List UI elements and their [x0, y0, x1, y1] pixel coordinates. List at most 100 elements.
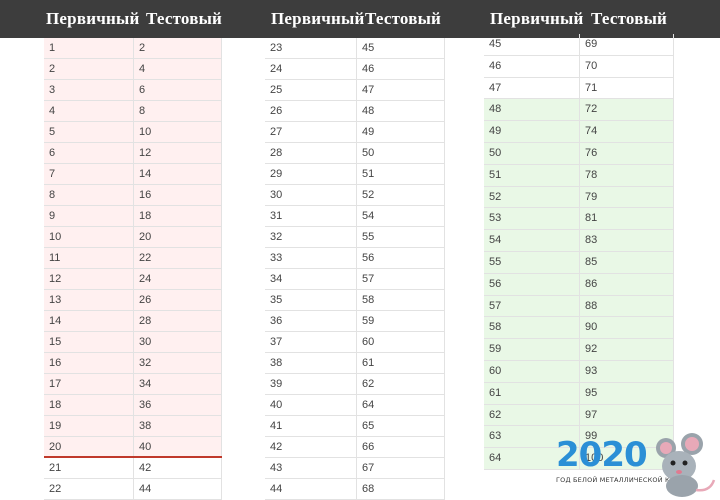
primary-score-cell: 42 — [265, 437, 357, 457]
test-score-cell: 58 — [357, 290, 445, 310]
table-row: 60 93 — [484, 360, 674, 383]
test-score-cell: 14 — [134, 164, 222, 184]
test-score-cell: 51 — [357, 164, 445, 184]
table-row: 7 14 — [44, 164, 222, 185]
primary-score-cell: 64 — [484, 448, 580, 469]
table-row: 23 45 — [265, 38, 445, 59]
test-score-cell: 6 — [134, 80, 222, 100]
primary-score-cell: 28 — [265, 143, 357, 163]
table-row: 22 44 — [44, 479, 222, 500]
primary-score-cell: 44 — [265, 479, 357, 499]
primary-score-cell: 54 — [484, 230, 580, 251]
test-score-cell: 67 — [357, 458, 445, 478]
primary-score-cell: 23 — [265, 38, 357, 58]
test-score-cell: 79 — [580, 186, 674, 208]
primary-score-cell: 11 — [44, 248, 134, 268]
test-score-cell: 97 — [580, 404, 674, 426]
table-row: 21 42 — [44, 458, 222, 479]
primary-score-cell: 32 — [265, 227, 357, 247]
score-table-3: 45 69 46 70 47 71 48 72 49 74 50 76 51 78 52 79 53 81 54 83… — [484, 34, 674, 470]
table-row: 40 64 — [265, 395, 445, 416]
table-row: 52 79 — [484, 186, 674, 209]
table-row: 13 26 — [44, 290, 222, 311]
table-row: 18 36 — [44, 395, 222, 416]
test-score-cell: 81 — [580, 208, 674, 230]
primary-score-cell: 13 — [44, 290, 134, 310]
test-score-cell: 30 — [134, 332, 222, 352]
test-score-cell: 16 — [134, 185, 222, 205]
primary-score-cell: 2 — [44, 59, 134, 79]
table-row: 46 70 — [484, 55, 674, 78]
primary-score-cell: 59 — [484, 339, 580, 360]
table-row: 5 10 — [44, 122, 222, 143]
primary-score-cell: 63 — [484, 426, 580, 448]
primary-score-cell: 60 — [484, 360, 580, 382]
test-score-cell: 86 — [580, 273, 674, 295]
table-row: 11 22 — [44, 248, 222, 269]
primary-score-cell: 38 — [265, 353, 357, 373]
primary-score-cell: 39 — [265, 374, 357, 394]
table-row: 56 86 — [484, 273, 674, 296]
primary-score-cell: 1 — [44, 38, 134, 58]
table-row: 44 68 — [265, 479, 445, 500]
test-score-cell: 50 — [357, 143, 445, 163]
test-score-cell: 42 — [134, 458, 222, 478]
test-score-cell: 54 — [357, 206, 445, 226]
test-score-cell: 71 — [580, 77, 674, 99]
primary-score-cell: 57 — [484, 295, 580, 317]
primary-score-cell: 52 — [484, 186, 580, 208]
header-primary-3: Первичный — [490, 9, 584, 28]
table-row: 49 74 — [484, 121, 674, 143]
year-logo: 2020 ГОД БЕЛОЙ МЕТАЛЛИЧЕСКОЙ КРЫСЫ — [552, 432, 720, 500]
primary-score-cell: 43 — [265, 458, 357, 478]
primary-score-cell: 29 — [265, 164, 357, 184]
table-row: 41 65 — [265, 416, 445, 437]
test-score-cell: 38 — [134, 416, 222, 436]
score-table-1: 1 2 2 4 3 6 4 8 5 10 6 12 7 14 8 16 9 18 10 20 11 22 12 24 13 26 1… — [44, 38, 222, 500]
primary-score-cell: 26 — [265, 101, 357, 121]
table-row: 15 30 — [44, 332, 222, 353]
primary-score-cell: 19 — [44, 416, 134, 436]
primary-score-cell: 40 — [265, 395, 357, 415]
table-row: 35 58 — [265, 290, 445, 311]
test-score-cell: 22 — [134, 248, 222, 268]
table-row: 42 66 — [265, 437, 445, 458]
table-row: 26 48 — [265, 101, 445, 122]
table-row: 38 61 — [265, 353, 445, 374]
mouse-icon — [656, 433, 716, 497]
table-row: 48 72 — [484, 99, 674, 122]
primary-score-cell: 21 — [44, 458, 134, 478]
primary-score-cell: 49 — [484, 121, 580, 142]
primary-score-cell: 9 — [44, 206, 134, 226]
primary-score-cell: 3 — [44, 80, 134, 100]
test-score-cell: 55 — [357, 227, 445, 247]
header-test-2: Тестовый — [365, 9, 442, 28]
header-test-1: Тестовый — [146, 9, 223, 28]
table-row: 20 40 — [44, 437, 222, 458]
primary-score-cell: 31 — [265, 206, 357, 226]
test-score-cell: 95 — [580, 382, 674, 404]
test-score-cell: 64 — [357, 395, 445, 415]
primary-score-cell: 15 — [44, 332, 134, 352]
test-score-cell: 60 — [357, 332, 445, 352]
test-score-cell: 8 — [134, 101, 222, 121]
table-row: 63 99 — [484, 426, 674, 449]
primary-score-cell: 53 — [484, 208, 580, 230]
primary-score-cell: 61 — [484, 382, 580, 404]
primary-score-cell: 48 — [484, 99, 580, 121]
logo-year: 2020 — [556, 435, 648, 475]
table-row: 36 59 — [265, 311, 445, 332]
table-row: 28 50 — [265, 143, 445, 164]
table-row: 31 54 — [265, 206, 445, 227]
primary-score-cell: 51 — [484, 164, 580, 186]
test-score-cell: 88 — [580, 295, 674, 317]
test-score-cell: 52 — [357, 185, 445, 205]
primary-score-cell: 50 — [484, 142, 580, 164]
table-row: 33 56 — [265, 248, 445, 269]
table-row: 51 78 — [484, 164, 674, 187]
table-row: 61 95 — [484, 382, 674, 405]
primary-score-cell: 14 — [44, 311, 134, 331]
